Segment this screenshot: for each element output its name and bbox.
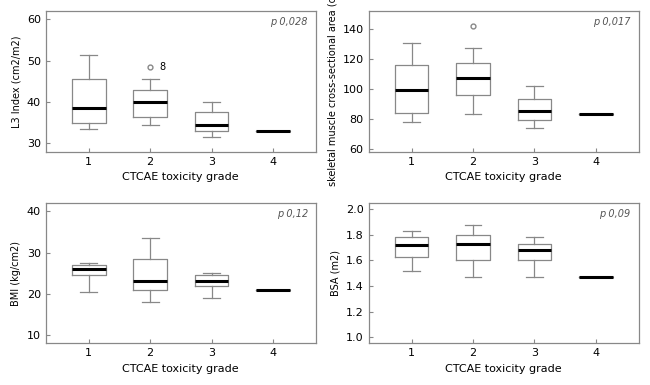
Text: p 0,017: p 0,017: [593, 17, 630, 27]
X-axis label: CTCAE toxicity grade: CTCAE toxicity grade: [122, 172, 239, 182]
Text: 8: 8: [159, 62, 165, 72]
X-axis label: CTCAE toxicity grade: CTCAE toxicity grade: [122, 364, 239, 374]
Y-axis label: skeletal muscle cross-sectional area (cm2): skeletal muscle cross-sectional area (cm…: [327, 0, 337, 186]
Text: p 0,09: p 0,09: [599, 209, 630, 219]
Y-axis label: BSA (m2): BSA (m2): [330, 250, 341, 296]
X-axis label: CTCAE toxicity grade: CTCAE toxicity grade: [445, 364, 562, 374]
Y-axis label: BMI (kg/cm2): BMI (kg/cm2): [11, 241, 21, 306]
X-axis label: CTCAE toxicity grade: CTCAE toxicity grade: [445, 172, 562, 182]
Text: p 0,12: p 0,12: [277, 209, 308, 219]
Y-axis label: L3 Index (cm2/m2): L3 Index (cm2/m2): [11, 35, 21, 128]
Text: p 0,028: p 0,028: [270, 17, 308, 27]
